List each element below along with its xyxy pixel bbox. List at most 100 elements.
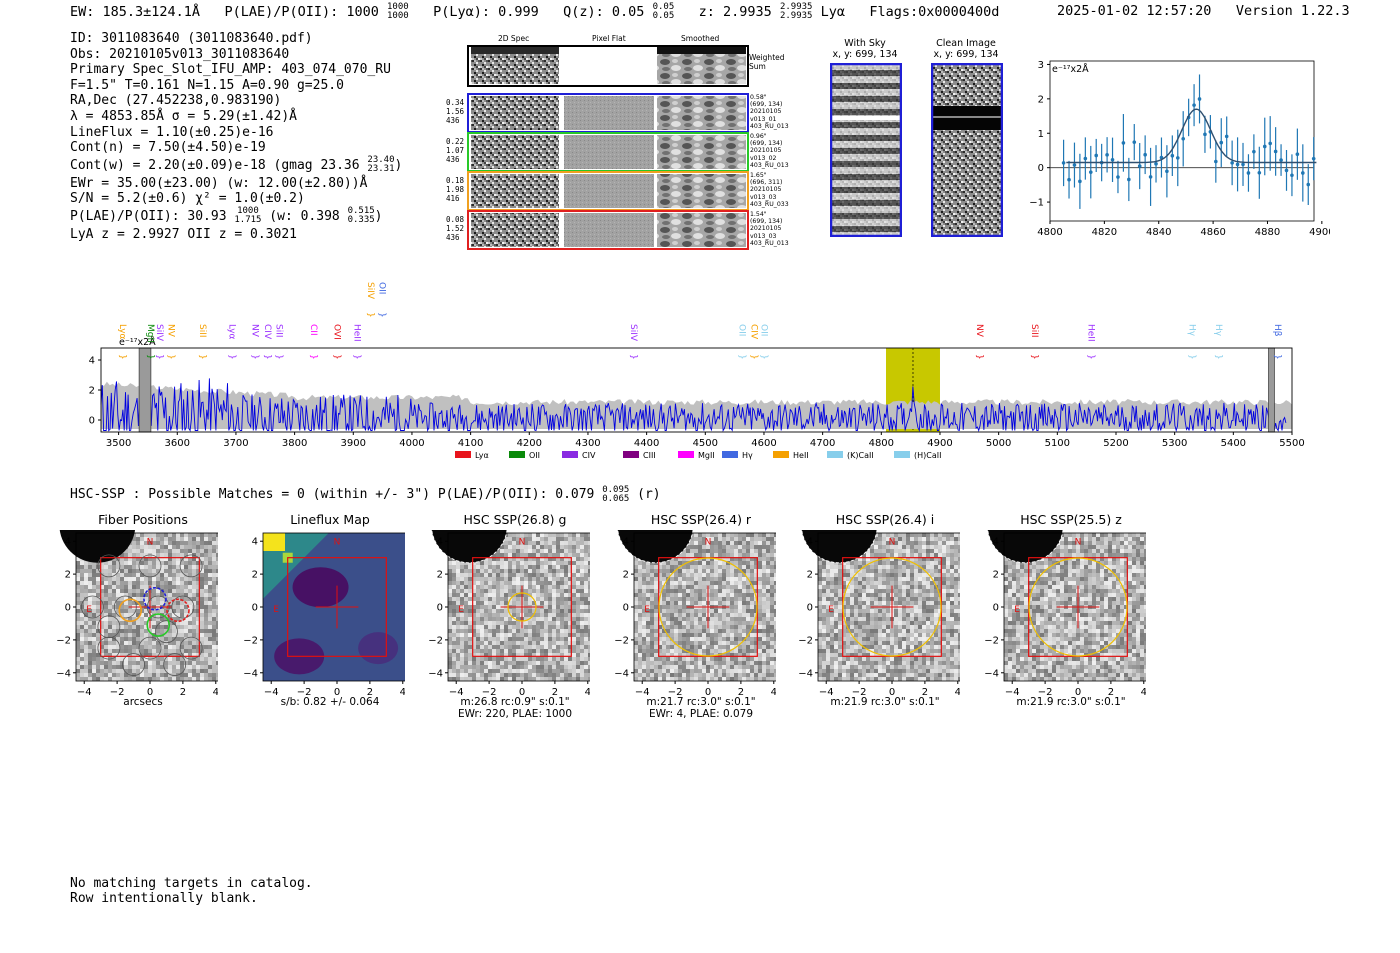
hsc-xtick: 2 (552, 687, 558, 698)
cutout-smoothed-image (657, 96, 746, 130)
hsc-ytick: −4 (984, 668, 999, 679)
hsc-ytick: −2 (984, 635, 999, 646)
hsc-xtick: −4 (449, 687, 464, 698)
svg-text:}: } (117, 354, 127, 360)
header-qz-range: 0.05 0.05 (652, 2, 675, 21)
legend-swatch (455, 451, 471, 458)
legend-label: Hγ (742, 451, 753, 460)
zoom-data-point (1078, 179, 1082, 184)
cutout-row-meta: 0.58" (699, 134) 20210105 v013_01 403_RU_013 (750, 94, 789, 130)
spectrum-xtick: 4900 (927, 438, 952, 449)
aperture-circle (1028, 557, 1128, 657)
zoom-data-point (1083, 156, 1088, 161)
line-label: HeII (1085, 324, 1095, 342)
hsc-ytick: 0 (437, 603, 443, 614)
zoom-xtick: 4860 (1200, 227, 1225, 235)
hsc-ytick: 0 (993, 603, 999, 614)
hsc-ytick: −4 (243, 668, 258, 679)
search-box (472, 557, 572, 657)
zoom-xtick: 4880 (1255, 227, 1280, 235)
spectrum-xtick: 5500 (1279, 438, 1304, 449)
spectrum-xtick: 5300 (1162, 438, 1187, 449)
hsc-panel-caption: m:26.8 rc:0.9" s:0.1" EWr: 220, PLAE: 100… (457, 696, 573, 720)
svg-text:}: } (749, 354, 759, 360)
zoom-data-point (1132, 140, 1137, 144)
hsc-ytick: 0 (65, 603, 71, 614)
hsc-cutout-3: N E 4 2 0 −2 −4 −4 −2 0 2 4 (614, 530, 776, 698)
info-radec: RA,Dec (27.452238,0.983190) (70, 93, 282, 109)
svg-text:}: } (145, 354, 155, 360)
legend-swatch (623, 451, 639, 458)
header-z-range: 2.9935 2.9935 (779, 2, 813, 21)
hsc-panel-title: HSC SSP(26.8) g (463, 512, 567, 527)
header-bar: EW: 185.3±124.1Å P(LAE)/P(OII): 1000 100… (70, 3, 999, 21)
zoom-ytick: −1 (1030, 198, 1044, 209)
legend-swatch (773, 451, 789, 458)
footer-line-2: Row intentionally blank. (70, 891, 258, 906)
header-timestamp: 2025-01-02 12:57:20 (1057, 3, 1212, 19)
zoom-unit-label: e⁻¹⁷x2Å (1052, 63, 1089, 75)
hsc-xtick: 0 (334, 687, 340, 698)
hsc-ytick: −2 (243, 635, 258, 646)
cutout-row-frame (467, 210, 749, 250)
spectrum-xtick: 4800 (869, 438, 894, 449)
hsc-xtick: 2 (367, 687, 373, 698)
zoom-data-point (1165, 169, 1169, 174)
zoom-ytick: 0 (1038, 163, 1044, 174)
spectrum-xtick: 3700 (223, 438, 248, 449)
zoom-line-plot: 3 2 1 0 −1 4800 4820 4840 4860 4880 4900 e⁻¹⁷x2Å (1030, 60, 1330, 235)
spectrum-ytick: 2 (89, 386, 95, 397)
legend-swatch (678, 451, 694, 458)
hsc-ytick: −2 (428, 635, 443, 646)
legend-label: CIV (582, 451, 596, 460)
cutout-row-meta: 1.65" (696, 311) 20210105 v013_03 403_RU_033 (750, 172, 789, 208)
hsc-xtick: 4 (1141, 687, 1146, 698)
header-plya: P(Lyα): 0.999 (433, 4, 539, 20)
spectrum-unit-label: e⁻¹⁷x2Å (119, 336, 156, 348)
hsc-panel-title: Fiber Positions (98, 512, 188, 527)
hsc-ytick: 2 (623, 570, 629, 581)
zoom-data-point (1284, 168, 1289, 173)
hsc-ytick: −2 (614, 635, 629, 646)
header-version: Version 1.22.3 (1235, 3, 1350, 19)
zoom-data-point (1127, 177, 1131, 182)
clean-image-title: Clean Image x, y: 699, 134 (933, 38, 999, 60)
hsc-cutout-2: N E 4 2 0 −2 −4 −4 −2 0 2 4 (428, 530, 590, 698)
cutout-flat-image (564, 135, 654, 169)
compass-e: E (458, 605, 464, 615)
hsc-xtick: −4 (1005, 687, 1020, 698)
zoom-data-point (1197, 97, 1202, 101)
cutout-row-stats: 0.22 1.07 436 (446, 137, 465, 164)
hsc-cutout-1: N E 4 2 0 −2 −4 −4 −2 0 2 4 (243, 532, 405, 698)
svg-text:}: } (308, 354, 318, 360)
line-label: Lyα (117, 324, 127, 340)
zoom-data-point (1192, 103, 1196, 107)
hsc-ytick: 4 (437, 537, 443, 548)
legend-swatch (827, 451, 843, 458)
cutout-2d-image (471, 96, 559, 130)
spectrum-xtick: 3800 (282, 438, 307, 449)
zoom-ytick: 1 (1038, 129, 1044, 140)
hsc-xtick: 0 (147, 687, 153, 698)
hsc-ytick: 2 (993, 570, 999, 581)
spectrum-xtick: 5400 (1221, 438, 1246, 449)
line-label: OII (759, 324, 769, 336)
line-label: SiII (273, 324, 283, 338)
zoom-data-point (1094, 153, 1099, 158)
svg-text:}: } (227, 354, 237, 360)
hsc-ytick: 2 (807, 570, 813, 581)
hsc-ytick: 4 (252, 537, 258, 548)
info-lyaz: LyA z = 2.9927 OII z = 0.3021 (70, 226, 297, 242)
info-lineflux: LineFlux = 1.10(±0.25)e-16 (70, 124, 274, 140)
hsc-xtick: −4 (264, 687, 279, 698)
spectrum-trace (100, 378, 1287, 433)
line-label: Lyα (227, 324, 237, 340)
spectrum-xtick: 5200 (1103, 438, 1128, 449)
fiber-position (146, 613, 171, 637)
hsc-ytick: 2 (252, 570, 258, 581)
line-label: MgII (145, 324, 155, 343)
zoom-data-point (1067, 177, 1071, 182)
line-label: OII (377, 282, 387, 294)
hsc-xtick: 4 (400, 687, 405, 698)
legend-label: OII (529, 451, 540, 460)
